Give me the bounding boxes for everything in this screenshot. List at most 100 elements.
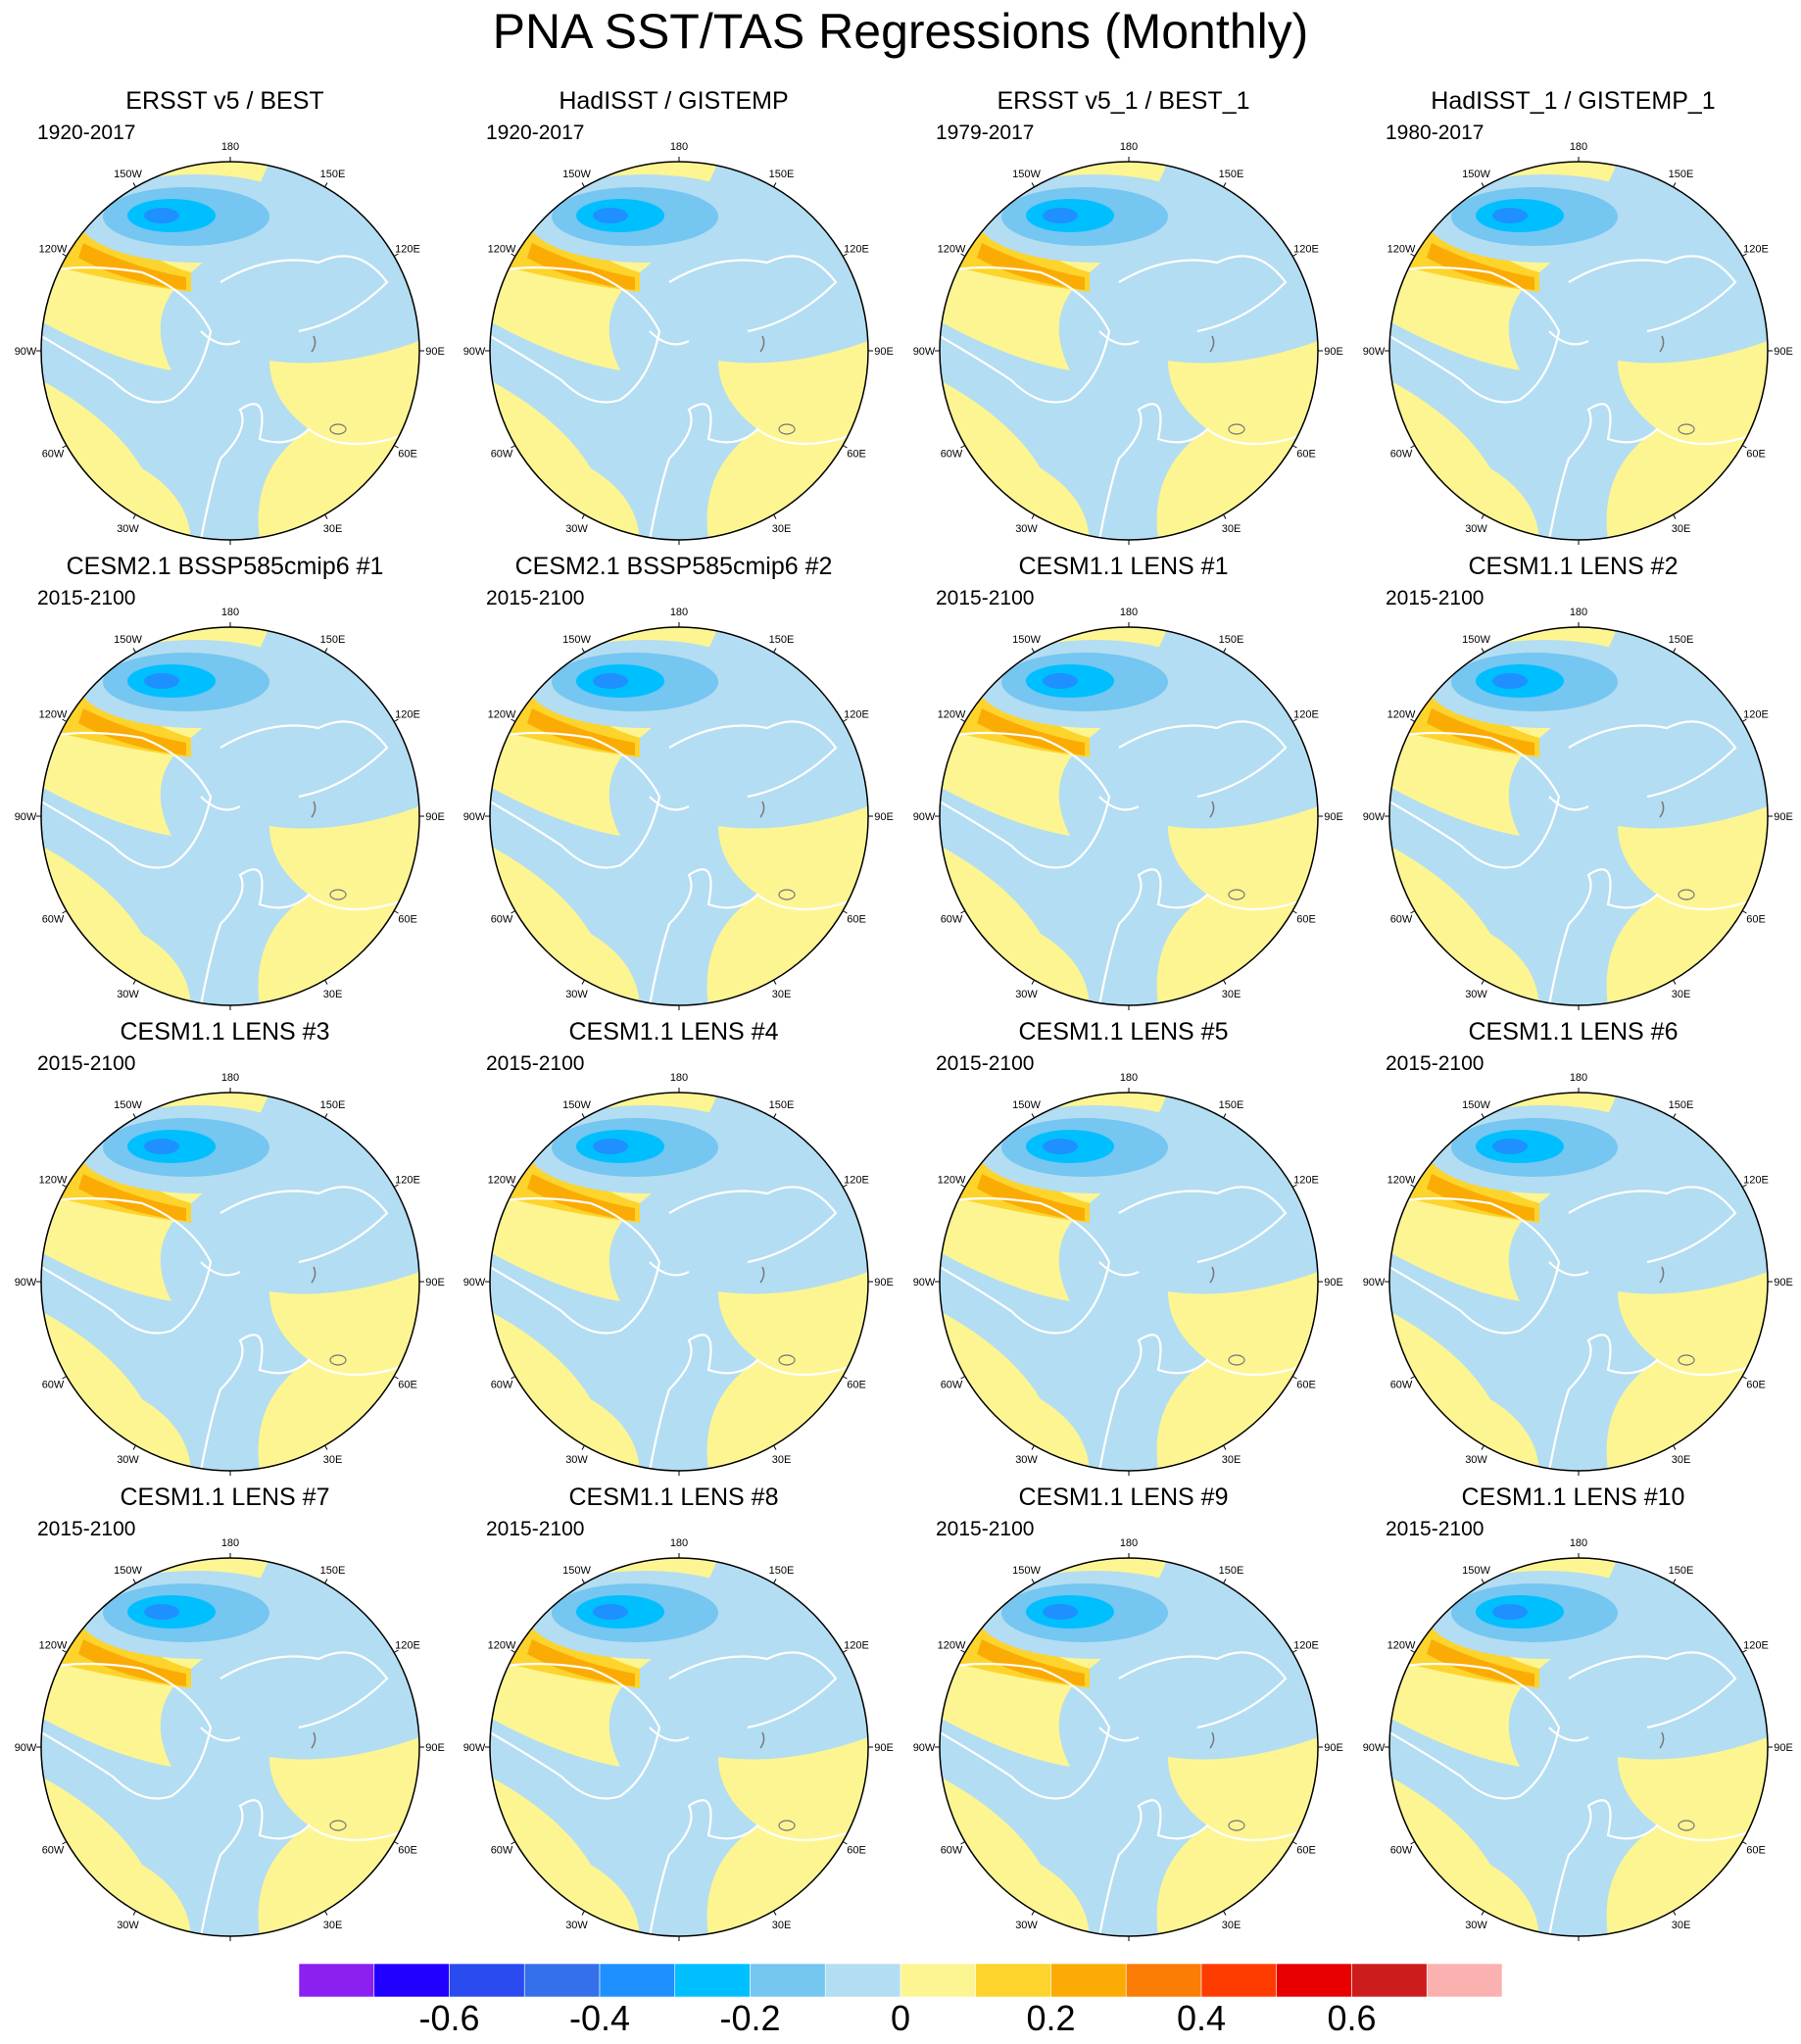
map-pacific-cold-peak: [1492, 1139, 1528, 1154]
lon-label: 30E: [1222, 523, 1241, 535]
colorbar-swatch: [523, 1964, 601, 1997]
lon-label: 150W: [1012, 169, 1041, 180]
lon-tick: [1031, 648, 1035, 654]
lon-tick: [1741, 910, 1747, 914]
lon-tick: [960, 1841, 966, 1845]
lon-tick: [773, 1444, 777, 1450]
lon-label: 90W: [15, 1277, 37, 1289]
colorbar-tick-label: -0.4: [568, 1998, 631, 2038]
lon-label: 120E: [844, 1640, 869, 1652]
lake: [778, 889, 796, 900]
lon-label: 180: [670, 1072, 688, 1084]
lon-label: 60W: [42, 1380, 65, 1391]
lon-label: 120E: [395, 709, 420, 721]
lon-label: 60E: [1296, 914, 1316, 926]
lon-tick: [132, 979, 136, 985]
lon-tick: [1673, 648, 1677, 654]
panel-title: CESM1.1 LENS #8: [568, 1484, 779, 1511]
colorbar-swatch: [449, 1964, 525, 1997]
colorbar-swatch: [824, 1964, 901, 1997]
lon-tick: [1673, 513, 1677, 519]
lon-label: 90E: [874, 346, 894, 358]
lon-label: 120W: [938, 244, 966, 256]
lon-label: 150E: [320, 634, 346, 646]
map-fill: [41, 162, 419, 540]
lon-label: 180: [1570, 607, 1587, 618]
map-pacific-cold-peak: [1043, 208, 1078, 223]
lon-tick: [960, 1649, 966, 1653]
lon-label: 60W: [42, 449, 65, 461]
lon-label: 120E: [395, 1640, 420, 1652]
lon-label: 30E: [1672, 989, 1691, 1000]
lon-tick: [511, 1376, 516, 1380]
lon-label: 60E: [398, 449, 417, 461]
map-panel: 180150E120E90E60E30E030W60W90W120W150WER…: [899, 86, 1348, 551]
lon-tick: [1741, 718, 1747, 722]
map-warm-core: [78, 1639, 186, 1686]
lon-label: 90E: [425, 1277, 445, 1289]
panel-period: 2015-2100: [486, 1052, 585, 1075]
lon-label: 30W: [117, 1454, 139, 1466]
map-panel: 180150E120E90E60E30E030W60W90W120W150WHa…: [449, 86, 899, 551]
lon-tick: [324, 1579, 328, 1584]
lon-tick: [842, 1649, 848, 1653]
lake: [759, 335, 765, 353]
lake: [759, 1266, 765, 1284]
map-panel: 180150E120E90E60E30E030W60W90W120W150WCE…: [899, 1483, 1348, 1947]
colorbar-tick-label: -0.2: [719, 1998, 781, 2038]
polar-map: 180150E120E90E60E30E030W60W90W120W150W: [913, 607, 1343, 1010]
lon-label: 30W: [117, 989, 139, 1000]
lon-tick: [511, 253, 516, 257]
lon-tick: [773, 648, 777, 654]
lon-label: 60W: [941, 449, 963, 461]
lon-tick: [511, 718, 516, 722]
lon-label: 30W: [1015, 523, 1038, 535]
lon-tick: [1223, 513, 1227, 519]
colorbar-tick-label: -0.6: [418, 1998, 480, 2038]
lon-label: 180: [670, 607, 688, 618]
lake: [329, 889, 347, 900]
lon-tick: [132, 1113, 136, 1119]
lon-label: 90W: [15, 1742, 37, 1754]
lon-label: 120W: [938, 1640, 966, 1652]
lon-tick: [132, 182, 136, 188]
panel-title: HadISST_1 / GISTEMP_1: [1431, 87, 1716, 115]
lon-tick: [1741, 1649, 1747, 1653]
lon-tick: [581, 513, 585, 519]
lon-tick: [1410, 1649, 1416, 1653]
lon-label: 90W: [15, 346, 37, 358]
colorbar-swatch: [1276, 1964, 1352, 1997]
map-fill: [1389, 1558, 1768, 1936]
polar-map: 180150E120E90E60E30E030W60W90W120W150W: [1363, 141, 1793, 545]
coastlines: [490, 1651, 868, 1936]
lon-label: 60W: [941, 914, 963, 926]
lon-tick: [1673, 1444, 1677, 1450]
map-panel: 180150E120E90E60E30E030W60W90W120W150WER…: [0, 86, 450, 551]
lon-label: 30E: [772, 1454, 792, 1466]
polar-map: 180150E120E90E60E30E030W60W90W120W150W: [913, 141, 1343, 545]
lake: [778, 1820, 796, 1831]
lon-label: 120E: [844, 244, 869, 256]
lon-label: 60E: [398, 1845, 417, 1857]
lon-tick: [842, 445, 848, 449]
lon-label: 90E: [874, 1277, 894, 1289]
lon-label: 60E: [847, 914, 866, 926]
lon-label: 60W: [941, 1380, 963, 1391]
lon-label: 90W: [1363, 1742, 1386, 1754]
lon-tick: [511, 1184, 516, 1188]
lon-label: 120W: [1387, 1640, 1416, 1652]
lon-tick: [1481, 979, 1485, 985]
lon-tick: [132, 1910, 136, 1916]
lon-label: 150W: [1462, 634, 1490, 646]
colorbar-swatch: [1426, 1964, 1502, 1997]
lon-label: 150E: [1219, 169, 1244, 180]
lake: [1209, 1731, 1215, 1749]
lon-label: 90E: [425, 346, 445, 358]
lon-label: 30W: [1465, 523, 1487, 535]
lon-label: 30W: [565, 1920, 588, 1931]
lon-label: 30W: [565, 1454, 588, 1466]
colorbar-tick-label: 0.4: [1176, 1998, 1227, 2038]
lon-tick: [581, 979, 585, 985]
lon-tick: [1031, 1444, 1035, 1450]
lon-label: 150E: [769, 169, 795, 180]
